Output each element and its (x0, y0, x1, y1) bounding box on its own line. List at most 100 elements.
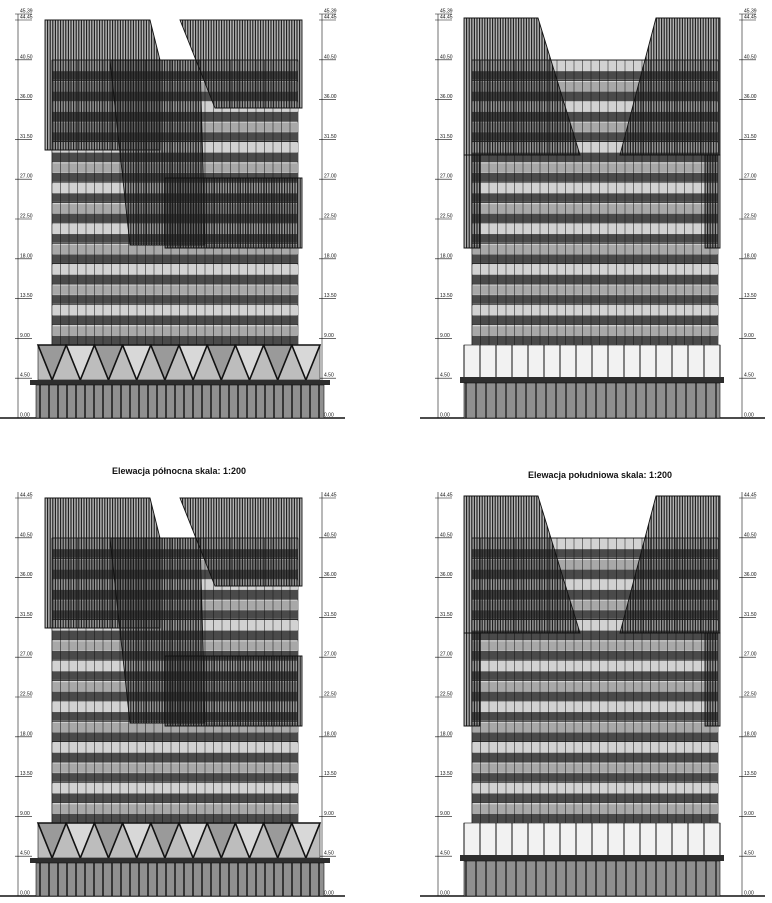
level-label: 31.50 (20, 612, 33, 618)
louver-outline (109, 59, 206, 246)
spandrel-band (472, 650, 718, 660)
spandrel-band (472, 335, 718, 345)
level-label: 9.00 (20, 811, 30, 817)
spandrel-band (472, 274, 718, 284)
level-label: 45.39 (20, 9, 33, 15)
louver-outline (704, 154, 721, 249)
level-label: 31.50 (324, 134, 337, 140)
glazing-band (472, 204, 718, 214)
level-label: 4.50 (324, 373, 334, 379)
level-label: 0.00 (744, 413, 754, 419)
truss-panel (234, 344, 265, 383)
podium-beam (30, 380, 330, 385)
level-label: 4.50 (440, 373, 450, 379)
spandrel-band (472, 691, 718, 701)
podium-beam (30, 858, 330, 863)
louver-screen-left-edge (463, 154, 481, 249)
louver-outline (704, 632, 721, 727)
level-label: 9.00 (324, 333, 334, 339)
level-label: 40.50 (324, 532, 337, 538)
level-label: 40.50 (440, 532, 453, 538)
level-label: 44.45 (744, 493, 757, 499)
ground-floor (463, 860, 721, 897)
spandrel-band (472, 172, 718, 182)
spandrel-band (52, 335, 298, 345)
level-label: 36.00 (744, 94, 757, 100)
glazing-band (472, 661, 718, 671)
level-label: 45.39 (324, 9, 337, 15)
level-label: 4.50 (744, 373, 754, 379)
louver-slats (165, 656, 302, 726)
glazing-band (472, 61, 718, 71)
truss-panel (65, 822, 96, 861)
level-label: 4.50 (20, 851, 30, 857)
level-label: 40.50 (440, 54, 453, 60)
truss-panel (206, 822, 237, 861)
spandrel-band (472, 813, 718, 823)
spandrel-band (472, 254, 718, 263)
glazing-band (52, 244, 298, 255)
level-label: 18.00 (324, 731, 337, 737)
spandrel-band (472, 132, 718, 141)
level-label: 18.00 (744, 253, 757, 259)
level-label: 13.50 (324, 771, 337, 777)
level-label: 18.00 (440, 731, 453, 737)
level-label: 4.50 (744, 851, 754, 857)
level-label: 13.50 (20, 771, 33, 777)
spandrel-band (472, 569, 718, 579)
level-label: 4.50 (324, 851, 334, 857)
level-label: 27.00 (744, 174, 757, 180)
ground-floor (35, 862, 325, 897)
glazing-band (52, 285, 298, 295)
level-label: 18.00 (744, 731, 757, 737)
level-label: 13.50 (20, 293, 33, 299)
spandrel-band (472, 630, 718, 640)
spandrel-band (472, 589, 718, 599)
truss-panel (206, 344, 237, 383)
elevation-top-left: 45.3944.4540.5036.0031.5027.0022.5018.00… (0, 9, 345, 419)
louver-outline (463, 632, 481, 727)
level-label: 9.00 (324, 811, 334, 817)
level-label: 9.00 (744, 811, 754, 817)
truss-panel (121, 344, 152, 383)
spandrel-band (472, 295, 718, 304)
louver-slats (464, 155, 480, 248)
spandrel-band (472, 671, 718, 680)
truss-panel (65, 344, 96, 383)
louver-screen-mid-right (164, 177, 303, 249)
level-label: 0.00 (20, 413, 30, 419)
louver-screen-right-edge (704, 632, 721, 727)
glazing-band (472, 265, 718, 275)
louver-outline (164, 655, 303, 727)
spandrel-band (472, 549, 718, 558)
louver-outline (179, 19, 303, 109)
spandrel-band (472, 91, 718, 101)
truss-panel (93, 822, 124, 861)
podium-beam (460, 855, 724, 861)
glazing-band (52, 265, 298, 275)
level-label: 36.00 (744, 572, 757, 578)
level-scale-right: 44.45 40.50 36.00 31.50 27.00 22.50 18.00 13.50… (739, 492, 757, 897)
level-label: 22.50 (440, 214, 453, 220)
glazing-band (472, 143, 718, 153)
level-label: 22.50 (20, 214, 33, 220)
louver-outline (463, 17, 581, 156)
spandrel-band (472, 773, 718, 782)
truss-panel (36, 822, 68, 861)
level-label: 36.00 (324, 572, 337, 578)
level-label: 45.39 (744, 9, 757, 15)
spandrel-band (472, 152, 718, 162)
truss-panel (262, 344, 293, 383)
spandrel-band (472, 213, 718, 223)
spandrel-band (472, 752, 718, 762)
level-label: 27.00 (20, 652, 33, 658)
truss-panel (177, 344, 209, 383)
level-label: 22.50 (20, 692, 33, 698)
louver-slats (165, 178, 302, 248)
level-label: 0.00 (324, 413, 334, 419)
level-label: 36.00 (20, 572, 33, 578)
level-label: 22.50 (324, 214, 337, 220)
level-label: 4.50 (20, 373, 30, 379)
